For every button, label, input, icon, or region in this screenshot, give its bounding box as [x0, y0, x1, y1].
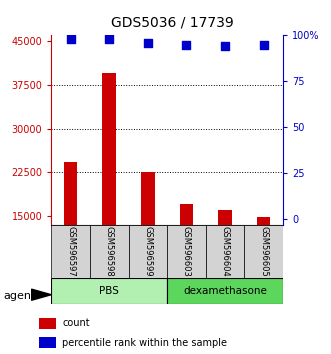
Text: percentile rank within the sample: percentile rank within the sample	[62, 338, 227, 348]
Text: PBS: PBS	[99, 286, 119, 296]
Text: GSM596597: GSM596597	[66, 226, 75, 277]
Bar	[206, 225, 244, 278]
Point	[107, 36, 112, 42]
Point	[184, 42, 189, 47]
Bar	[180, 204, 193, 303]
Text: agent: agent	[3, 291, 36, 301]
Point	[261, 42, 266, 47]
Bar	[90, 225, 128, 278]
Bar	[103, 73, 116, 303]
Text: GSM596605: GSM596605	[259, 226, 268, 277]
Bar	[64, 162, 77, 303]
Text: GSM596599: GSM596599	[143, 226, 152, 277]
Bar	[51, 278, 167, 304]
Bar	[167, 278, 283, 304]
Text: GSM596598: GSM596598	[105, 226, 114, 277]
Bar	[51, 225, 90, 278]
Text: GSM596603: GSM596603	[182, 226, 191, 277]
Bar	[167, 225, 206, 278]
Point	[145, 40, 151, 46]
Bar	[141, 172, 155, 303]
Text: count: count	[62, 318, 90, 329]
Text: GDS5036 / 17739: GDS5036 / 17739	[111, 16, 233, 30]
Bar	[257, 217, 270, 303]
Point	[222, 44, 228, 49]
Polygon shape	[31, 289, 51, 300]
Bar	[128, 225, 167, 278]
Bar	[244, 225, 283, 278]
Bar	[218, 210, 232, 303]
Bar	[39, 318, 56, 329]
Point	[68, 36, 73, 42]
Text: dexamethasone: dexamethasone	[183, 286, 267, 296]
Text: GSM596604: GSM596604	[220, 226, 230, 277]
Bar	[39, 337, 56, 348]
